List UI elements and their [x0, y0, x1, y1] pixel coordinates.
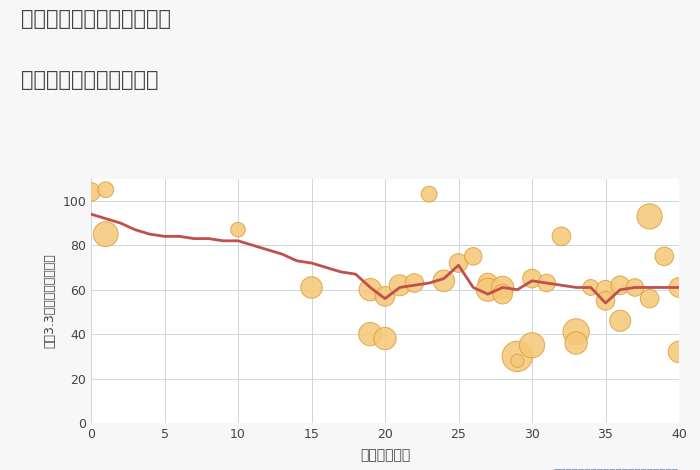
Text: 円の大きさは、取引のあった物件面積を示す: 円の大きさは、取引のあった物件面積を示す	[554, 467, 679, 470]
Point	[512, 357, 523, 365]
Point	[673, 348, 685, 356]
Point	[100, 230, 111, 238]
X-axis label: 築年数（年）: 築年数（年）	[360, 448, 410, 462]
Point	[585, 284, 596, 291]
Point	[468, 252, 479, 260]
Point	[526, 342, 538, 349]
Point	[497, 284, 508, 291]
Point	[615, 317, 626, 325]
Point	[600, 297, 611, 305]
Point	[600, 286, 611, 293]
Point	[409, 279, 420, 287]
Point	[306, 284, 317, 291]
Text: 奈良県生駒市あすか野南の: 奈良県生駒市あすか野南の	[21, 9, 171, 30]
Y-axis label: 坪（3.3㎡）単価（万円）: 坪（3.3㎡）単価（万円）	[43, 253, 57, 348]
Point	[85, 188, 97, 196]
Point	[644, 295, 655, 302]
Point	[379, 335, 391, 342]
Point	[100, 186, 111, 194]
Point	[644, 212, 655, 220]
Point	[394, 282, 405, 289]
Point	[541, 279, 552, 287]
Point	[673, 284, 685, 291]
Point	[232, 226, 244, 234]
Point	[379, 293, 391, 300]
Point	[438, 277, 449, 284]
Point	[629, 284, 641, 291]
Point	[556, 233, 567, 240]
Point	[453, 259, 464, 267]
Point	[570, 328, 582, 336]
Point	[424, 190, 435, 198]
Point	[497, 290, 508, 298]
Point	[570, 339, 582, 347]
Point	[365, 286, 376, 293]
Point	[482, 286, 493, 293]
Point	[526, 275, 538, 282]
Text: 築年数別中古戸建て価格: 築年数別中古戸建て価格	[21, 70, 158, 91]
Point	[482, 279, 493, 287]
Point	[365, 330, 376, 338]
Point	[659, 252, 670, 260]
Point	[512, 352, 523, 360]
Point	[615, 282, 626, 289]
